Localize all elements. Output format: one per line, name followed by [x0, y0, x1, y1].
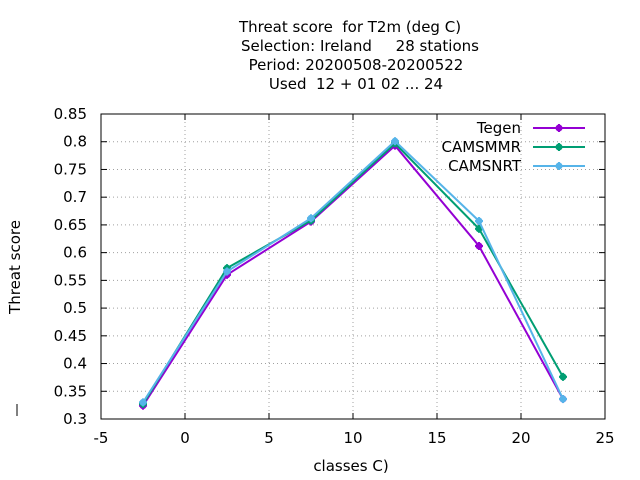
y-tick-label: 0.8: [63, 133, 87, 151]
y-tick-label: 0.3: [63, 410, 87, 428]
x-axis-label: classes C): [313, 457, 388, 475]
y-tick-label: 0.35: [54, 382, 87, 400]
data-point: [559, 372, 567, 381]
x-tick-label: 25: [595, 429, 614, 447]
data-point: [555, 124, 563, 132]
series-lines: [139, 137, 567, 410]
data-point: [475, 217, 483, 226]
data-point: [475, 241, 483, 250]
data-point: [559, 395, 567, 404]
y-tick-label: 0.75: [54, 160, 87, 178]
series-line-camsnrt: [142, 139, 564, 403]
y-tick-label: 0.4: [63, 355, 87, 373]
x-tick-label: 20: [511, 429, 530, 447]
x-tick-label: -5: [94, 429, 109, 447]
y-tick-label: 0.55: [54, 271, 87, 289]
legend-label: Tegen: [476, 119, 521, 137]
data-point: [223, 267, 231, 276]
chart-title-line-3: Period: 20200508-20200522: [248, 56, 464, 74]
chart-title-line-1: Threat score for T2m (deg C): [238, 18, 462, 36]
x-tick-label: 5: [264, 429, 274, 447]
series-line-tegen: [142, 144, 564, 407]
y-tick-label: 0.45: [54, 327, 87, 345]
y-tick-label: 0.85: [54, 105, 87, 123]
chart-title-line-4: Used 12 + 01 02 ... 24: [268, 75, 444, 93]
data-point: [139, 398, 147, 407]
grid: [101, 114, 605, 419]
x-tick-label: 15: [427, 429, 446, 447]
y-axis-label: Threat score: [6, 220, 24, 315]
legend-label: CAMSNRT: [448, 157, 522, 175]
legend-label: CAMSMMR: [441, 138, 521, 156]
axis-ticks: -5 0 5 10 15 20 25 0.3 0.35 0.4 0.45 0.5 0.55 0.6 0.65…: [54, 105, 615, 447]
y-tick-label: 0.65: [54, 216, 87, 234]
data-point: [307, 214, 315, 223]
chart-title-line-2: Selection: Ireland 28 stations: [241, 37, 479, 55]
series-line-camsmmr: [142, 142, 564, 405]
x-tick-label: 0: [180, 429, 190, 447]
y-tick-label: 0.7: [63, 188, 87, 206]
data-point: [555, 162, 563, 170]
y-tick-label: 0.6: [63, 244, 87, 262]
x-tick-label: 10: [343, 429, 362, 447]
data-point: [391, 137, 399, 146]
data-point: [555, 143, 563, 151]
y-tick-label: 0.5: [63, 299, 87, 317]
